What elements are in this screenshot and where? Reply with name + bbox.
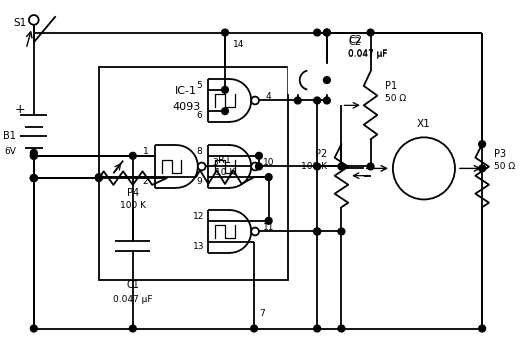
Text: 50 Ω: 50 Ω [494,162,515,171]
Text: 50 Ω: 50 Ω [385,94,406,103]
Circle shape [323,29,330,36]
Circle shape [255,152,263,159]
Text: 10: 10 [263,158,275,167]
Circle shape [251,97,259,104]
Text: P2: P2 [315,149,327,159]
Circle shape [314,325,320,332]
Circle shape [323,97,330,104]
Text: 0.047 μF: 0.047 μF [348,50,388,60]
Text: P1: P1 [385,81,397,91]
Circle shape [479,165,486,172]
Circle shape [31,325,37,332]
Circle shape [251,325,257,332]
Circle shape [96,174,102,180]
Circle shape [367,29,374,36]
Circle shape [31,175,37,182]
Text: 1: 1 [142,147,148,156]
Circle shape [129,152,136,159]
Circle shape [31,152,37,159]
Circle shape [314,97,320,104]
Circle shape [338,163,345,170]
Text: R1: R1 [218,155,231,165]
Circle shape [393,137,455,199]
Circle shape [96,175,102,182]
Text: 4: 4 [266,92,271,101]
Circle shape [314,228,320,235]
Circle shape [338,325,345,332]
Circle shape [222,29,228,36]
Circle shape [314,163,320,170]
Text: C2: C2 [348,37,361,47]
Text: X1: X1 [417,119,431,129]
Circle shape [31,152,37,159]
Text: S1: S1 [14,18,27,28]
Text: IC-1: IC-1 [175,86,197,96]
Text: P3: P3 [494,149,506,159]
Text: 11: 11 [263,223,275,232]
Text: 13: 13 [193,241,204,250]
Circle shape [198,163,205,170]
Circle shape [314,29,320,36]
Text: +: + [15,103,25,116]
Circle shape [367,163,374,170]
Text: 10 K: 10 K [215,168,235,177]
Circle shape [29,15,38,25]
FancyBboxPatch shape [99,66,288,280]
Text: 6: 6 [196,110,202,119]
Text: 14: 14 [233,40,244,49]
Text: 4093: 4093 [172,102,200,112]
Circle shape [251,163,259,170]
Text: 100 K: 100 K [120,201,146,210]
Text: P4: P4 [127,188,139,198]
Text: 0.047 μF: 0.047 μF [113,295,152,304]
Circle shape [479,141,486,147]
Text: 6V: 6V [5,147,16,156]
Circle shape [251,228,259,235]
Circle shape [31,175,37,182]
Circle shape [265,174,272,180]
Circle shape [314,228,320,235]
Circle shape [222,86,228,93]
Circle shape [294,97,301,104]
Circle shape [479,325,486,332]
Text: C1: C1 [126,280,139,290]
Circle shape [222,108,228,115]
Text: 0.047 μF: 0.047 μF [348,49,388,58]
Circle shape [31,150,37,156]
Circle shape [129,325,136,332]
Text: B1: B1 [4,131,16,141]
Bar [288,64,346,93]
Circle shape [338,228,345,235]
Text: 5: 5 [196,81,202,90]
Circle shape [323,29,330,36]
Circle shape [265,217,272,224]
Text: 12: 12 [193,212,204,221]
Text: 3: 3 [212,158,218,167]
Text: 8: 8 [196,147,202,156]
Text: C2: C2 [348,35,362,45]
Text: 2: 2 [142,176,148,185]
Circle shape [323,77,330,83]
Text: 7: 7 [259,310,265,318]
Text: 9: 9 [196,176,202,185]
Text: 100 K: 100 K [301,162,327,171]
Circle shape [31,175,37,182]
Circle shape [255,163,263,170]
